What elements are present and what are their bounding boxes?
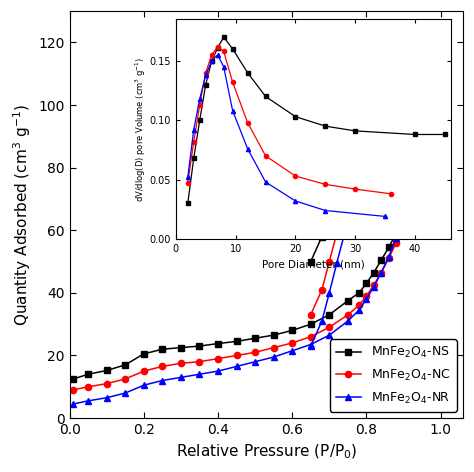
X-axis label: Relative Pressure (P/P$_0$): Relative Pressure (P/P$_0$) — [175, 442, 357, 461]
Y-axis label: Quantity Adsorbed (cm$^3$ g$^{-1}$): Quantity Adsorbed (cm$^3$ g$^{-1}$) — [11, 103, 33, 326]
Legend: MnFe$_2$O$_4$-NS, MnFe$_2$O$_4$-NC, MnFe$_2$O$_4$-NR: MnFe$_2$O$_4$-NS, MnFe$_2$O$_4$-NC, MnFe… — [329, 339, 456, 412]
